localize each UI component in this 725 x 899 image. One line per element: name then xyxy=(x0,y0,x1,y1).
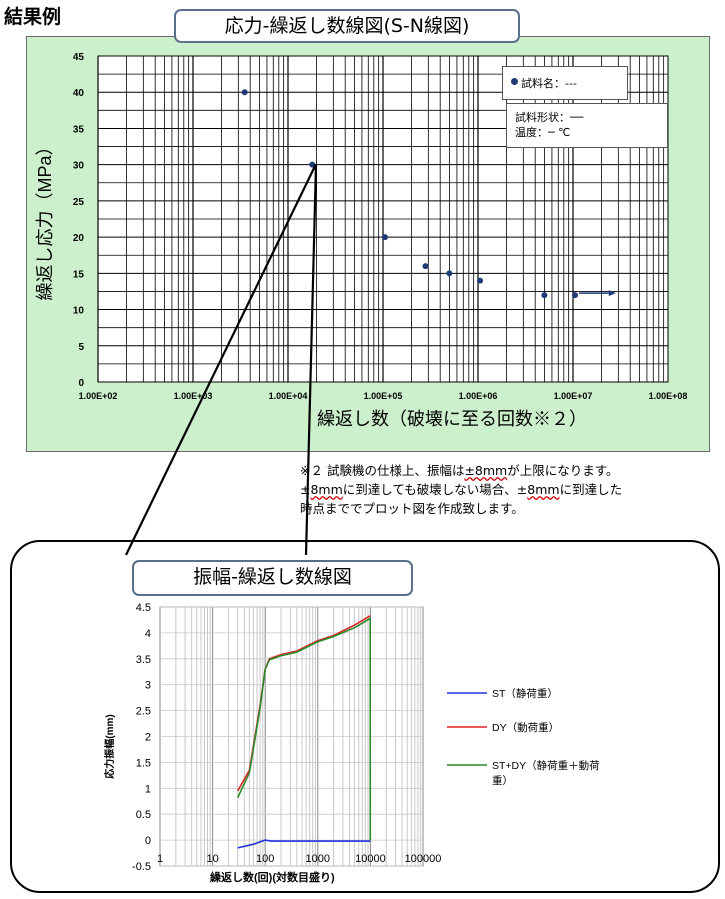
footnote-line-3: 時点まででプロット図を作成致します。 xyxy=(300,501,524,516)
temperature-text: 温度：─ ℃ xyxy=(515,126,571,139)
sn-y-axis-title: 繰返し応力（MPa） xyxy=(35,137,55,300)
sn-x-tick-label: 1.00E+06 xyxy=(459,391,498,401)
sn-y-tick-label: 20 xyxy=(73,233,85,244)
sn-data-point xyxy=(382,234,389,241)
footnote: ※２ 試験機の仕様上、振幅は±8mmが上限になります。 ±8mm に到達しても破壊… xyxy=(300,461,720,518)
footnote-text: に到達した xyxy=(559,482,623,497)
amp-legend-label: 重） xyxy=(492,774,513,787)
legend-marker-icon xyxy=(511,78,518,85)
sn-chart-title: 応力-繰返し数線図(S-N線図) xyxy=(174,9,520,43)
sn-data-point xyxy=(572,292,579,299)
sn-legend-label: 試料名：--- xyxy=(521,77,577,90)
sn-data-point xyxy=(241,89,248,96)
sn-data-point xyxy=(541,292,548,299)
sn-y-tick-label: 40 xyxy=(73,88,85,99)
footnote-text: ※２ 試験機の仕様上、振幅は xyxy=(300,463,465,478)
amp-legend-label: ST+DY（静荷重＋動荷 xyxy=(492,759,600,772)
sn-data-point xyxy=(446,270,453,277)
amp-x-tick-label: 100 xyxy=(256,853,274,865)
amp-y-tick-label: 1.5 xyxy=(136,757,151,769)
sn-data-point xyxy=(477,277,484,284)
amp-y-tick-label: 2 xyxy=(145,732,151,744)
amp-series-line xyxy=(237,839,371,849)
amp-x-tick-label: 1000 xyxy=(306,853,330,865)
sn-y-tick-label: 45 xyxy=(73,52,85,63)
sn-legend: 試料名：--- xyxy=(502,66,628,100)
sn-x-tick-label: 1.00E+08 xyxy=(649,391,688,401)
amp-legend-label: ST（静荷重） xyxy=(492,687,558,700)
amp-y-tick-label: 1 xyxy=(145,783,151,795)
sn-x-tick-label: 1.00E+02 xyxy=(79,391,118,401)
amp-x-tick-label: 10 xyxy=(206,853,218,865)
sn-x-tick-label: 1.00E+05 xyxy=(364,391,403,401)
runout-arrow-icon xyxy=(608,290,616,297)
sn-y-tick-label: 35 xyxy=(73,124,85,135)
amp-y-tick-label: 3.5 xyxy=(136,654,151,666)
footnote-highlight: 8mm xyxy=(310,482,343,497)
sn-y-tick-label: 10 xyxy=(73,306,85,317)
amp-y-tick-label: -0.5 xyxy=(132,861,151,873)
amp-y-tick-label: 4 xyxy=(145,628,151,640)
amp-x-tick-label: 100000 xyxy=(405,853,442,865)
amp-legend-label: DY（動荷重） xyxy=(492,721,559,734)
amp-x-tick-label: 1 xyxy=(157,853,163,865)
page-heading: 結果例 xyxy=(4,6,62,28)
amp-y-tick-label: 4.5 xyxy=(136,602,151,614)
sn-y-tick-label: 5 xyxy=(78,342,84,353)
amp-chart-title: 振幅-繰返し数線図 xyxy=(132,560,413,596)
amp-x-tick-label: 10000 xyxy=(355,853,386,865)
sn-data-point xyxy=(422,263,429,270)
footnote-text: に到達しても破壊しない場合、± xyxy=(342,482,528,497)
amp-series-line xyxy=(236,616,372,841)
amp-y-tick-label: 3 xyxy=(145,680,151,692)
amp-y-axis-title: 応力振幅(mm) xyxy=(103,714,116,778)
sn-y-tick-label: 0 xyxy=(78,378,84,389)
sn-info-box: 試料形状：── 温度：─ ℃ xyxy=(506,103,668,148)
amp-y-tick-label: 0.5 xyxy=(136,809,151,821)
footnote-highlight: ±8mm xyxy=(464,463,508,478)
amp-y-tick-label: 2.5 xyxy=(136,706,151,718)
sn-y-tick-label: 25 xyxy=(73,197,85,208)
sn-x-tick-label: 1.00E+07 xyxy=(554,391,593,401)
footnote-text: が上限になります。 xyxy=(507,463,619,478)
footnote-highlight: 8mm xyxy=(527,482,560,497)
sn-y-tick-label: 30 xyxy=(73,161,85,172)
sn-y-tick-label: 15 xyxy=(73,269,85,280)
amp-y-tick-label: 0 xyxy=(145,835,151,847)
sn-x-axis-title: 繰返し数（破壊に至る回数※２） xyxy=(317,409,587,429)
footnote-line-1: ※２ 試験機の仕様上、振幅は±8mmが上限になります。 xyxy=(300,461,720,480)
amp-x-axis-title: 繰返し数(回)(対数目盛り) xyxy=(210,870,335,884)
sample-shape-text: 試料形状：── xyxy=(515,111,584,124)
